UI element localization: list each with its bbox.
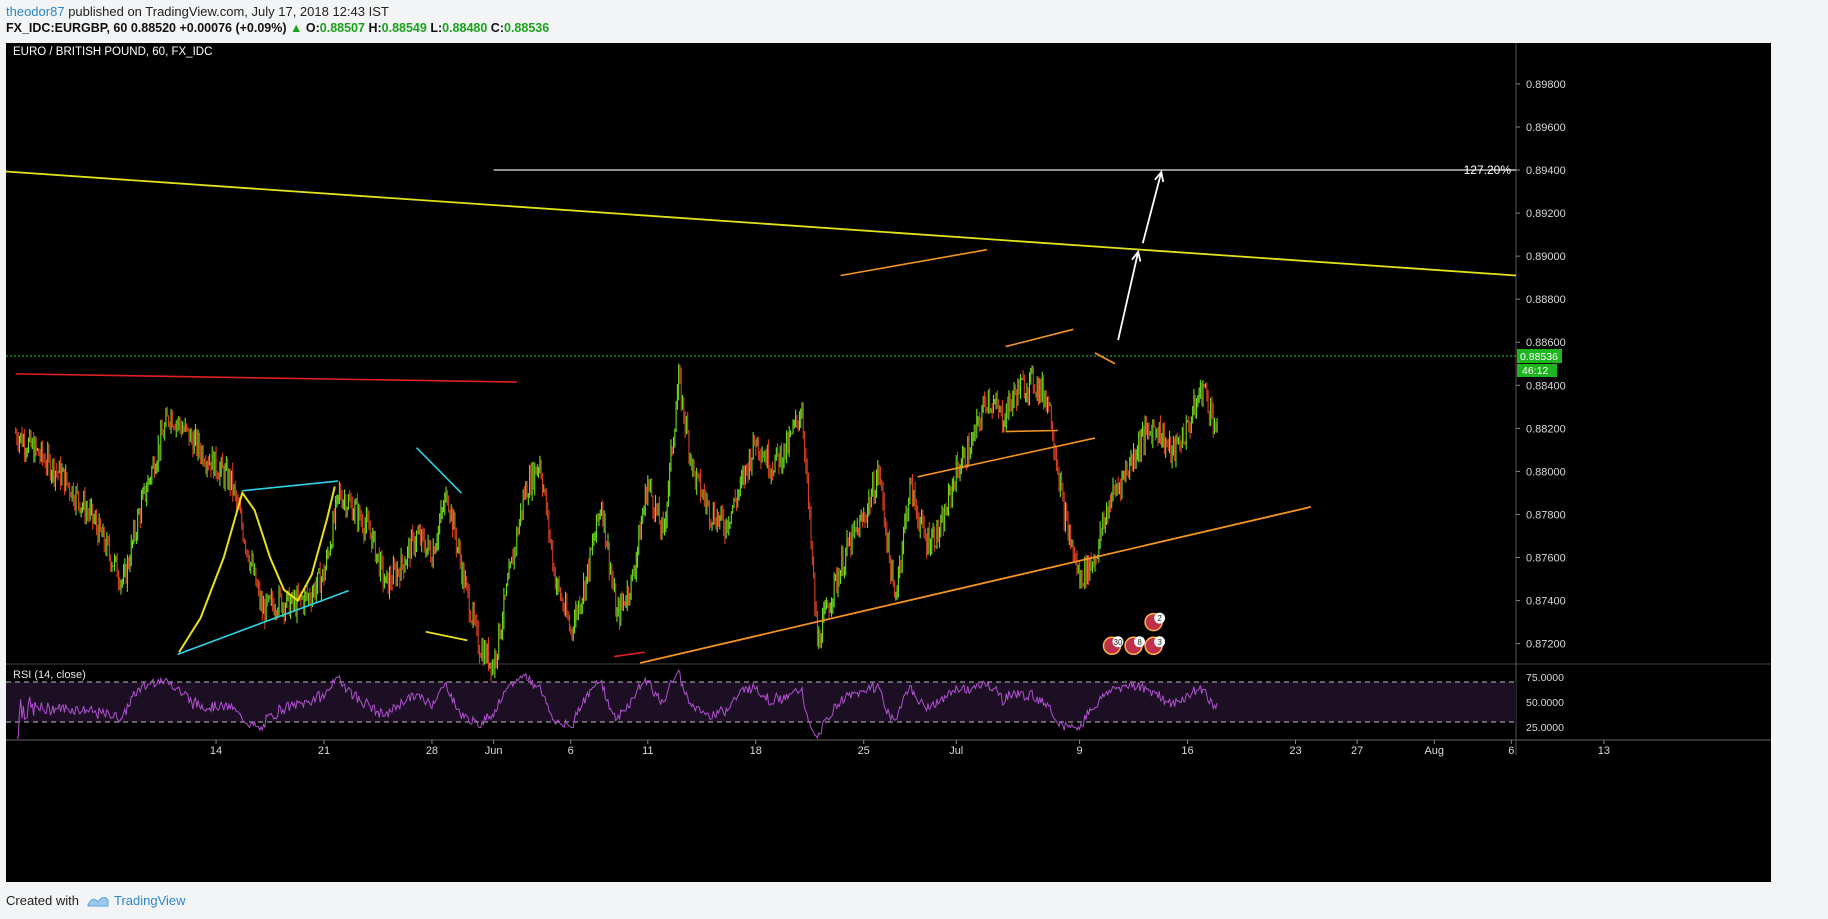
symbol-label: FX_IDC:EURGBP, 60: [6, 21, 128, 35]
y-tick-label: 0.89200: [1526, 208, 1566, 220]
price-chart[interactable]: 0.89800 0.89600 0.89400 0.89200 0.89000 0.888…: [6, 43, 1771, 882]
y-tick-label: 0.89400: [1526, 165, 1566, 177]
x-tick-label: 28: [426, 745, 438, 757]
orange-support-line: [639, 506, 1312, 664]
close-label: C:: [490, 21, 504, 35]
tradingview-brand-label: TradingView: [113, 893, 186, 908]
chart-frame: [6, 43, 1771, 882]
x-tick-label: Jul: [949, 745, 963, 757]
orange-flag-top: [1005, 328, 1074, 348]
countdown-label: 46:12: [1522, 365, 1548, 377]
x-tick-label: 23: [1289, 745, 1301, 757]
low-value: 0.88480: [442, 21, 488, 35]
last-price-tag-label: 0.88536: [1520, 351, 1558, 363]
x-tick-label: 6: [568, 745, 574, 757]
x-tick-label: 6: [1508, 745, 1514, 757]
yellow-bottom-line: [425, 630, 468, 642]
x-tick-label: 27: [1351, 745, 1363, 757]
y-tick-label: 0.88200: [1526, 423, 1566, 435]
y-tick-label: 0.87200: [1526, 639, 1566, 651]
event-badge-2-count: 8: [1137, 638, 1142, 647]
change-value: +0.00076 (+0.09%): [179, 21, 287, 35]
projection-arrow-1-head: [1131, 249, 1142, 262]
orange-top-line: [840, 248, 988, 277]
y-tick-label: 0.88400: [1526, 380, 1566, 392]
yellow-trendline: [6, 170, 1517, 277]
high-label: H:: [368, 21, 382, 35]
projection-arrow-2: [1141, 171, 1163, 244]
event-badge-1-count-bg: [1112, 636, 1124, 648]
rsi-tick-label: 75.0000: [1526, 672, 1564, 684]
rsi-label: RSI (14, close): [13, 669, 86, 681]
author-link[interactable]: theodor87: [6, 4, 65, 19]
x-tick-label: 14: [210, 745, 222, 757]
created-with-label: Created with: [6, 893, 79, 908]
close-value: 0.88536: [504, 21, 550, 35]
open-label: O:: [305, 21, 320, 35]
event-badge-2-count-bg: [1134, 636, 1146, 648]
rsi-band: [6, 682, 1516, 722]
y-tick-label: 0.88800: [1526, 294, 1566, 306]
rsi-tick-label: 50.0000: [1526, 697, 1564, 709]
y-tick-label: 0.89800: [1526, 79, 1566, 91]
x-tick-label: Aug: [1424, 745, 1444, 757]
last-price: 0.88520: [130, 21, 177, 35]
tradingview-logo-icon: [87, 896, 109, 906]
publish-header: theodor87 published on TradingView.com, …: [6, 4, 389, 19]
event-badge-3-count-bg: [1154, 636, 1166, 648]
red-trendline-low: [613, 651, 645, 658]
event-badge-4-count-bg: [1154, 612, 1166, 624]
tradingview-link[interactable]: TradingView: [87, 893, 186, 908]
y-tick-label: 0.89000: [1526, 251, 1566, 263]
y-tick-label: 0.89600: [1526, 122, 1566, 134]
high-value: 0.88549: [381, 21, 427, 35]
x-tick-label: 11: [642, 745, 653, 757]
event-badge-4-count: 2: [1157, 614, 1162, 623]
orange-bottom-line: [917, 437, 1096, 478]
orange-small-flag: [1094, 352, 1116, 365]
event-badge-3-count: 3: [1157, 638, 1162, 647]
x-tick-label: Jun: [485, 745, 503, 757]
footer: Created with TradingView: [6, 893, 186, 908]
change-up-icon: ▲: [290, 21, 303, 35]
projection-arrow-2-head: [1154, 170, 1165, 183]
y-tick-label: 0.88000: [1526, 466, 1566, 478]
fib-level-label: 127.20%: [1464, 163, 1512, 177]
rsi-line: [16, 668, 1218, 740]
published-text: published on TradingView.com, July 17, 2…: [68, 4, 389, 19]
orange-flag-bottom: [1005, 429, 1059, 433]
y-tick-label: 0.87800: [1526, 509, 1566, 521]
x-tick-label: 16: [1181, 745, 1193, 757]
x-tick-label: 18: [750, 745, 762, 757]
last-price-tag: [1517, 349, 1562, 364]
x-tick-label: 9: [1077, 745, 1083, 757]
rsi-tick-label: 25.0000: [1526, 722, 1564, 734]
cyan-support-line: [177, 589, 349, 656]
cyan-swing-line: [415, 447, 462, 494]
event-badge-1-count: 30: [1114, 638, 1123, 647]
yellow-pattern-curve: [178, 486, 336, 653]
y-tick-label: 0.87600: [1526, 553, 1566, 565]
ohlc-header: FX_IDC:EURGBP, 60 0.88520 +0.00076 (+0.0…: [6, 21, 549, 35]
y-tick-label: 0.87400: [1526, 596, 1566, 608]
open-value: 0.88507: [319, 21, 365, 35]
countdown-tag: [1517, 364, 1557, 378]
projection-arrow-1: [1117, 251, 1140, 341]
chart-title: EURO / BRITISH POUND, 60, FX_IDC: [13, 46, 212, 58]
cyan-resistance-line: [242, 480, 338, 492]
x-tick-label: 13: [1598, 745, 1610, 757]
y-tick-label: 0.88600: [1526, 337, 1566, 349]
red-trendline: [15, 373, 517, 383]
x-tick-label: 21: [318, 745, 330, 757]
low-label: L:: [430, 21, 443, 35]
x-tick-label: 25: [858, 745, 870, 757]
